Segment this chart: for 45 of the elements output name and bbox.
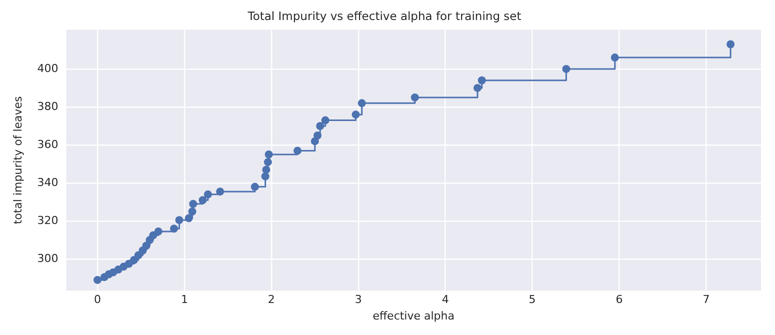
chart-title: Total Impurity vs effective alpha for training set (246, 8, 522, 23)
point (478, 76, 486, 84)
point (170, 224, 178, 233)
point (562, 64, 570, 73)
point (175, 216, 184, 224)
y-tick-label: 380 (37, 100, 58, 113)
y-axis-title: total impurity of leaves (11, 96, 24, 224)
x-tick-label: 6 (616, 293, 623, 306)
point (321, 116, 330, 124)
point (410, 93, 419, 102)
point (352, 110, 360, 119)
point (188, 208, 196, 216)
x-tick-label: 0 (94, 293, 101, 306)
point (314, 131, 322, 140)
y-tick-label: 340 (37, 176, 58, 189)
point (198, 196, 207, 204)
x-axis-title: effective alpha (372, 309, 454, 322)
y-tick-label: 300 (37, 252, 58, 265)
point (154, 227, 162, 236)
point (184, 214, 193, 222)
point (264, 150, 273, 158)
point (261, 172, 270, 180)
x-tick-label: 5 (528, 293, 536, 306)
point (316, 122, 324, 130)
x-tick-label: 7 (702, 293, 710, 306)
x-tick-label: 2 (268, 293, 275, 306)
point (204, 190, 212, 198)
x-tick-label: 1 (180, 293, 188, 306)
point (264, 158, 272, 166)
x-tick-label: 3 (354, 293, 362, 306)
point (94, 276, 102, 284)
point (610, 54, 619, 62)
y-tick-label: 360 (37, 138, 58, 151)
y-tick-label: 400 (37, 62, 58, 75)
point (250, 182, 259, 191)
point (294, 146, 302, 155)
point (130, 256, 138, 264)
point (358, 99, 366, 108)
point (262, 166, 270, 174)
point (474, 84, 482, 92)
point (216, 188, 224, 196)
y-tick-label: 320 (37, 214, 58, 227)
x-tick-label: 4 (442, 293, 449, 306)
point (189, 200, 198, 208)
point (726, 40, 735, 48)
